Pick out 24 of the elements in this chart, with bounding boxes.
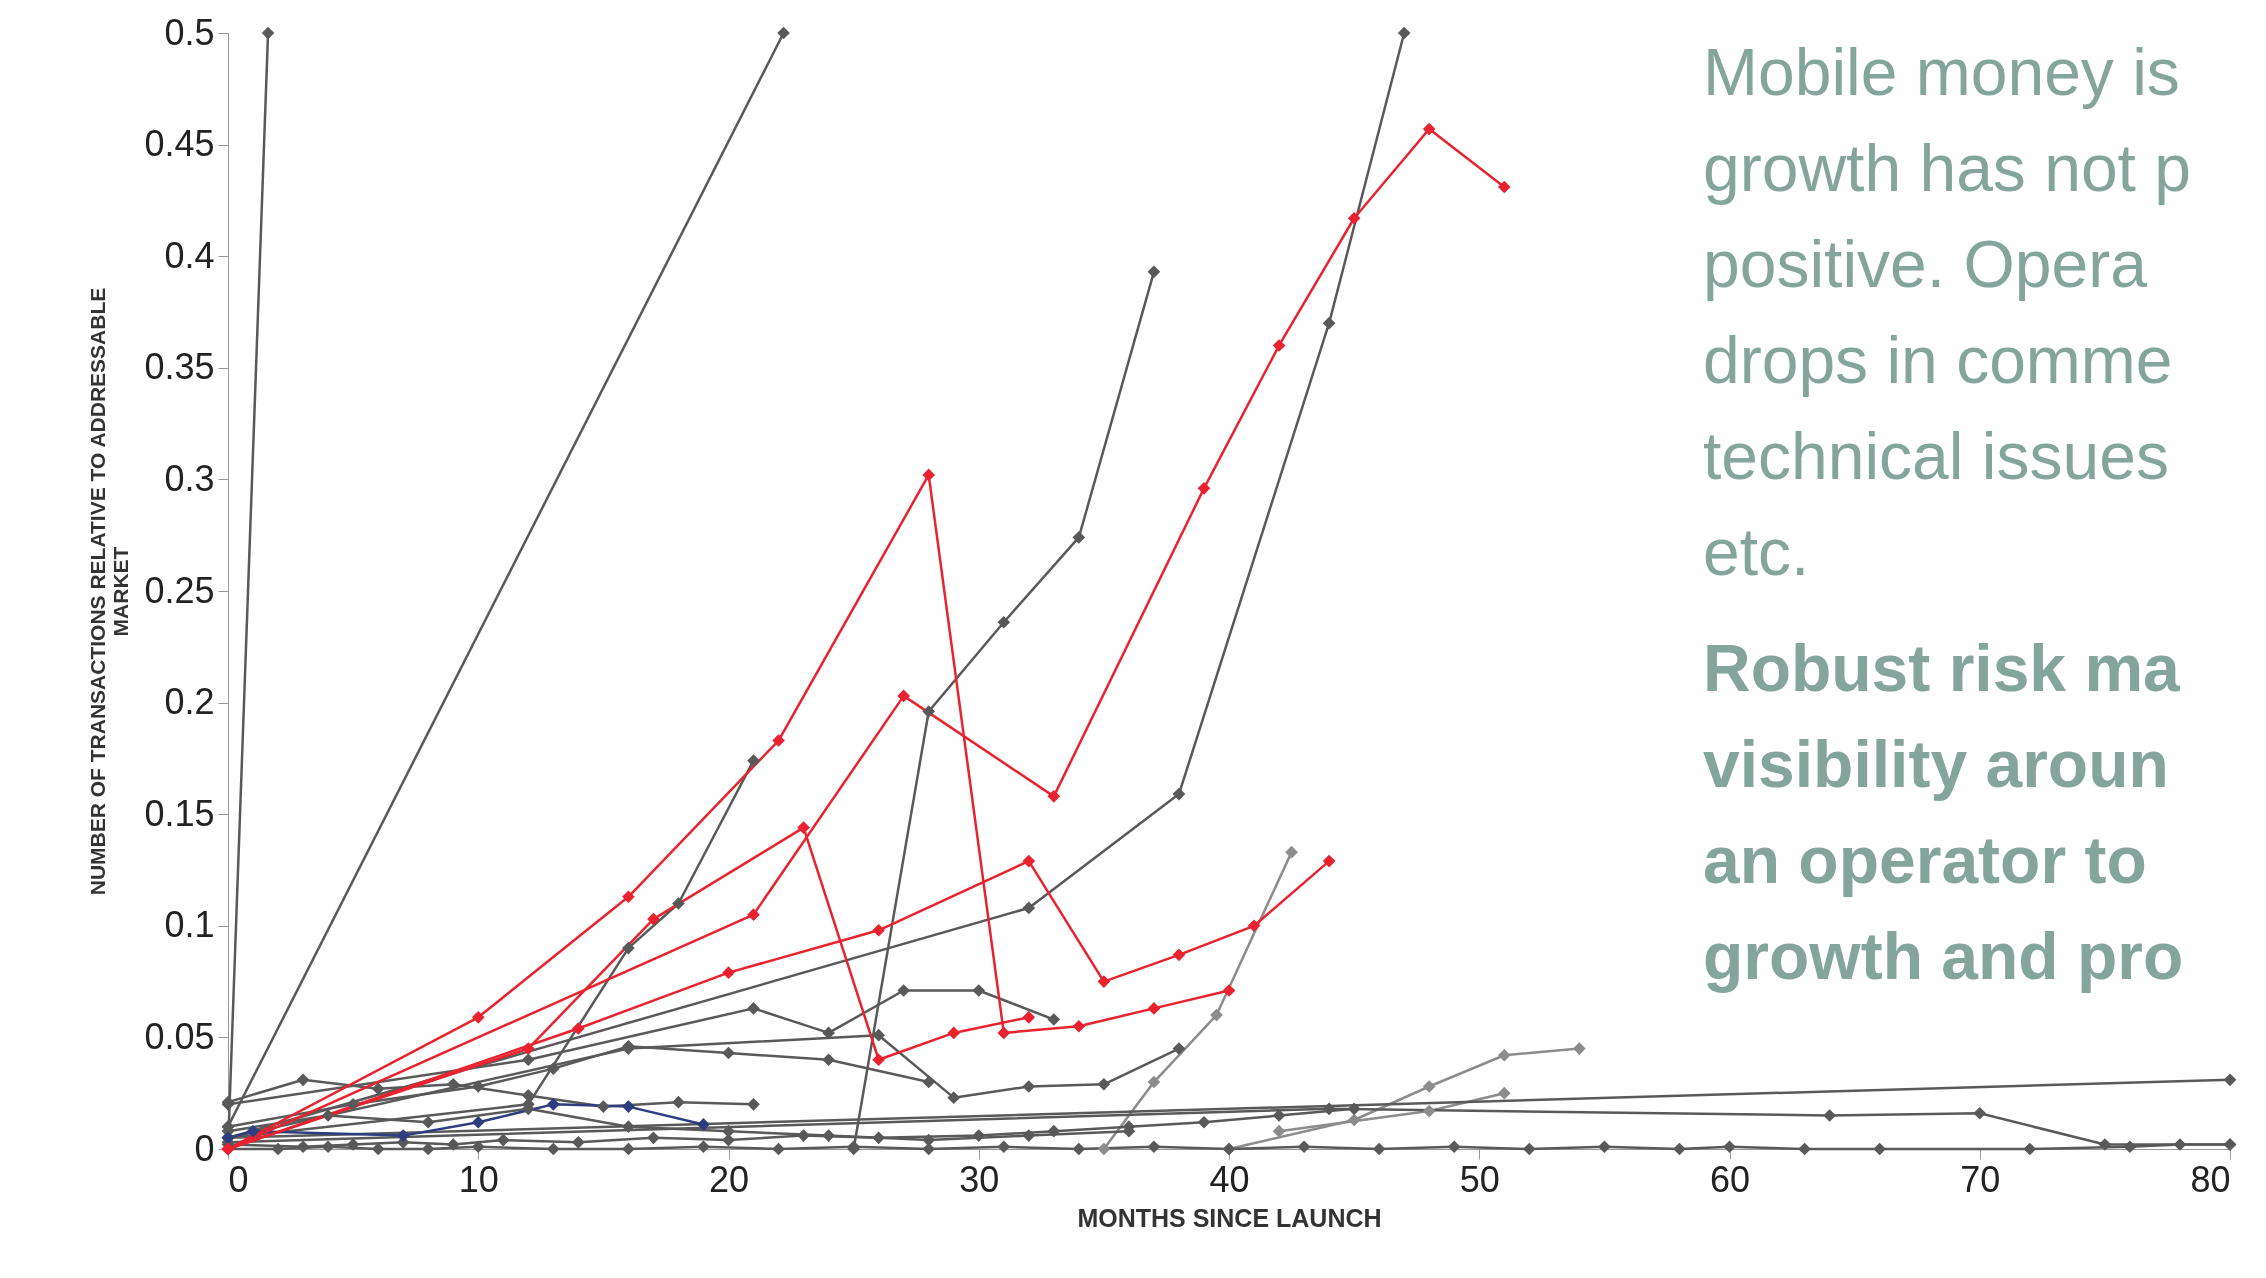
x-tick-label: 80: [2190, 1158, 2231, 1200]
x-tick-label: 50: [1459, 1158, 1500, 1200]
x-tick-label: 10: [458, 1158, 499, 1200]
y-tick-label: 0: [194, 1127, 215, 1169]
x-tick-label: 70: [1960, 1158, 2001, 1200]
x-axis-title: MONTHS SINCE LAUNCH: [1077, 1203, 1382, 1232]
y-tick-label: 0.4: [164, 234, 215, 276]
x-tick-label: 20: [708, 1158, 750, 1200]
x-tick-label: 40: [1209, 1158, 1250, 1200]
y-tick-label: 0.25: [144, 569, 215, 611]
annotation: Robust risk ma visibility aroun an operator to growth and pro: [1703, 631, 2184, 993]
y-tick-label: 0.15: [144, 792, 215, 834]
y-tick-label: 0.5: [164, 11, 215, 53]
x-tick-label: 60: [1709, 1158, 1751, 1200]
x-tick-label: 30: [959, 1158, 1000, 1200]
y-tick-label: 0.1: [164, 904, 215, 946]
y-tick-label: 0.2: [164, 681, 215, 723]
y-axis-title: NUMBER OF TRANSACTIONS RELATIVE TO ADDRESSABLE MARKET: [86, 287, 133, 896]
y-tick-label: 0.3: [164, 457, 215, 499]
x-tick-label: 0: [228, 1158, 249, 1200]
y-tick-label: 0.05: [144, 1015, 215, 1057]
annotation: Mobile money is growth has not p positive. Opera drops in comme technical issues etc.: [1703, 35, 2191, 589]
y-tick-label: 0.45: [144, 123, 215, 165]
y-tick-label: 0.35: [144, 346, 215, 388]
